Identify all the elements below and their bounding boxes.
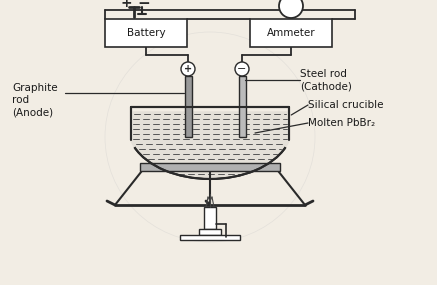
Circle shape bbox=[279, 0, 303, 18]
Text: +: + bbox=[120, 0, 132, 10]
Text: Graphite
rod
(Anode): Graphite rod (Anode) bbox=[12, 83, 58, 117]
Text: Ammeter: Ammeter bbox=[267, 28, 316, 38]
Bar bbox=[204, 207, 216, 229]
Bar bbox=[199, 229, 221, 235]
Text: Silical crucible: Silical crucible bbox=[308, 100, 384, 110]
Text: shaalaa.com: shaalaa.com bbox=[166, 123, 254, 137]
Bar bbox=[185, 76, 192, 137]
Bar bbox=[180, 235, 240, 240]
Bar bbox=[105, 19, 187, 47]
Text: Molten PbBr₂: Molten PbBr₂ bbox=[308, 118, 375, 128]
Circle shape bbox=[181, 62, 195, 76]
Text: −: − bbox=[237, 64, 247, 74]
Bar bbox=[140, 163, 280, 171]
Text: Steel rod
(Cathode): Steel rod (Cathode) bbox=[300, 69, 352, 91]
Polygon shape bbox=[131, 112, 289, 179]
Bar bbox=[250, 19, 332, 47]
Bar bbox=[239, 76, 246, 137]
Text: Battery: Battery bbox=[127, 28, 165, 38]
Text: −: − bbox=[138, 0, 150, 11]
Circle shape bbox=[235, 62, 249, 76]
Text: +: + bbox=[184, 64, 192, 74]
